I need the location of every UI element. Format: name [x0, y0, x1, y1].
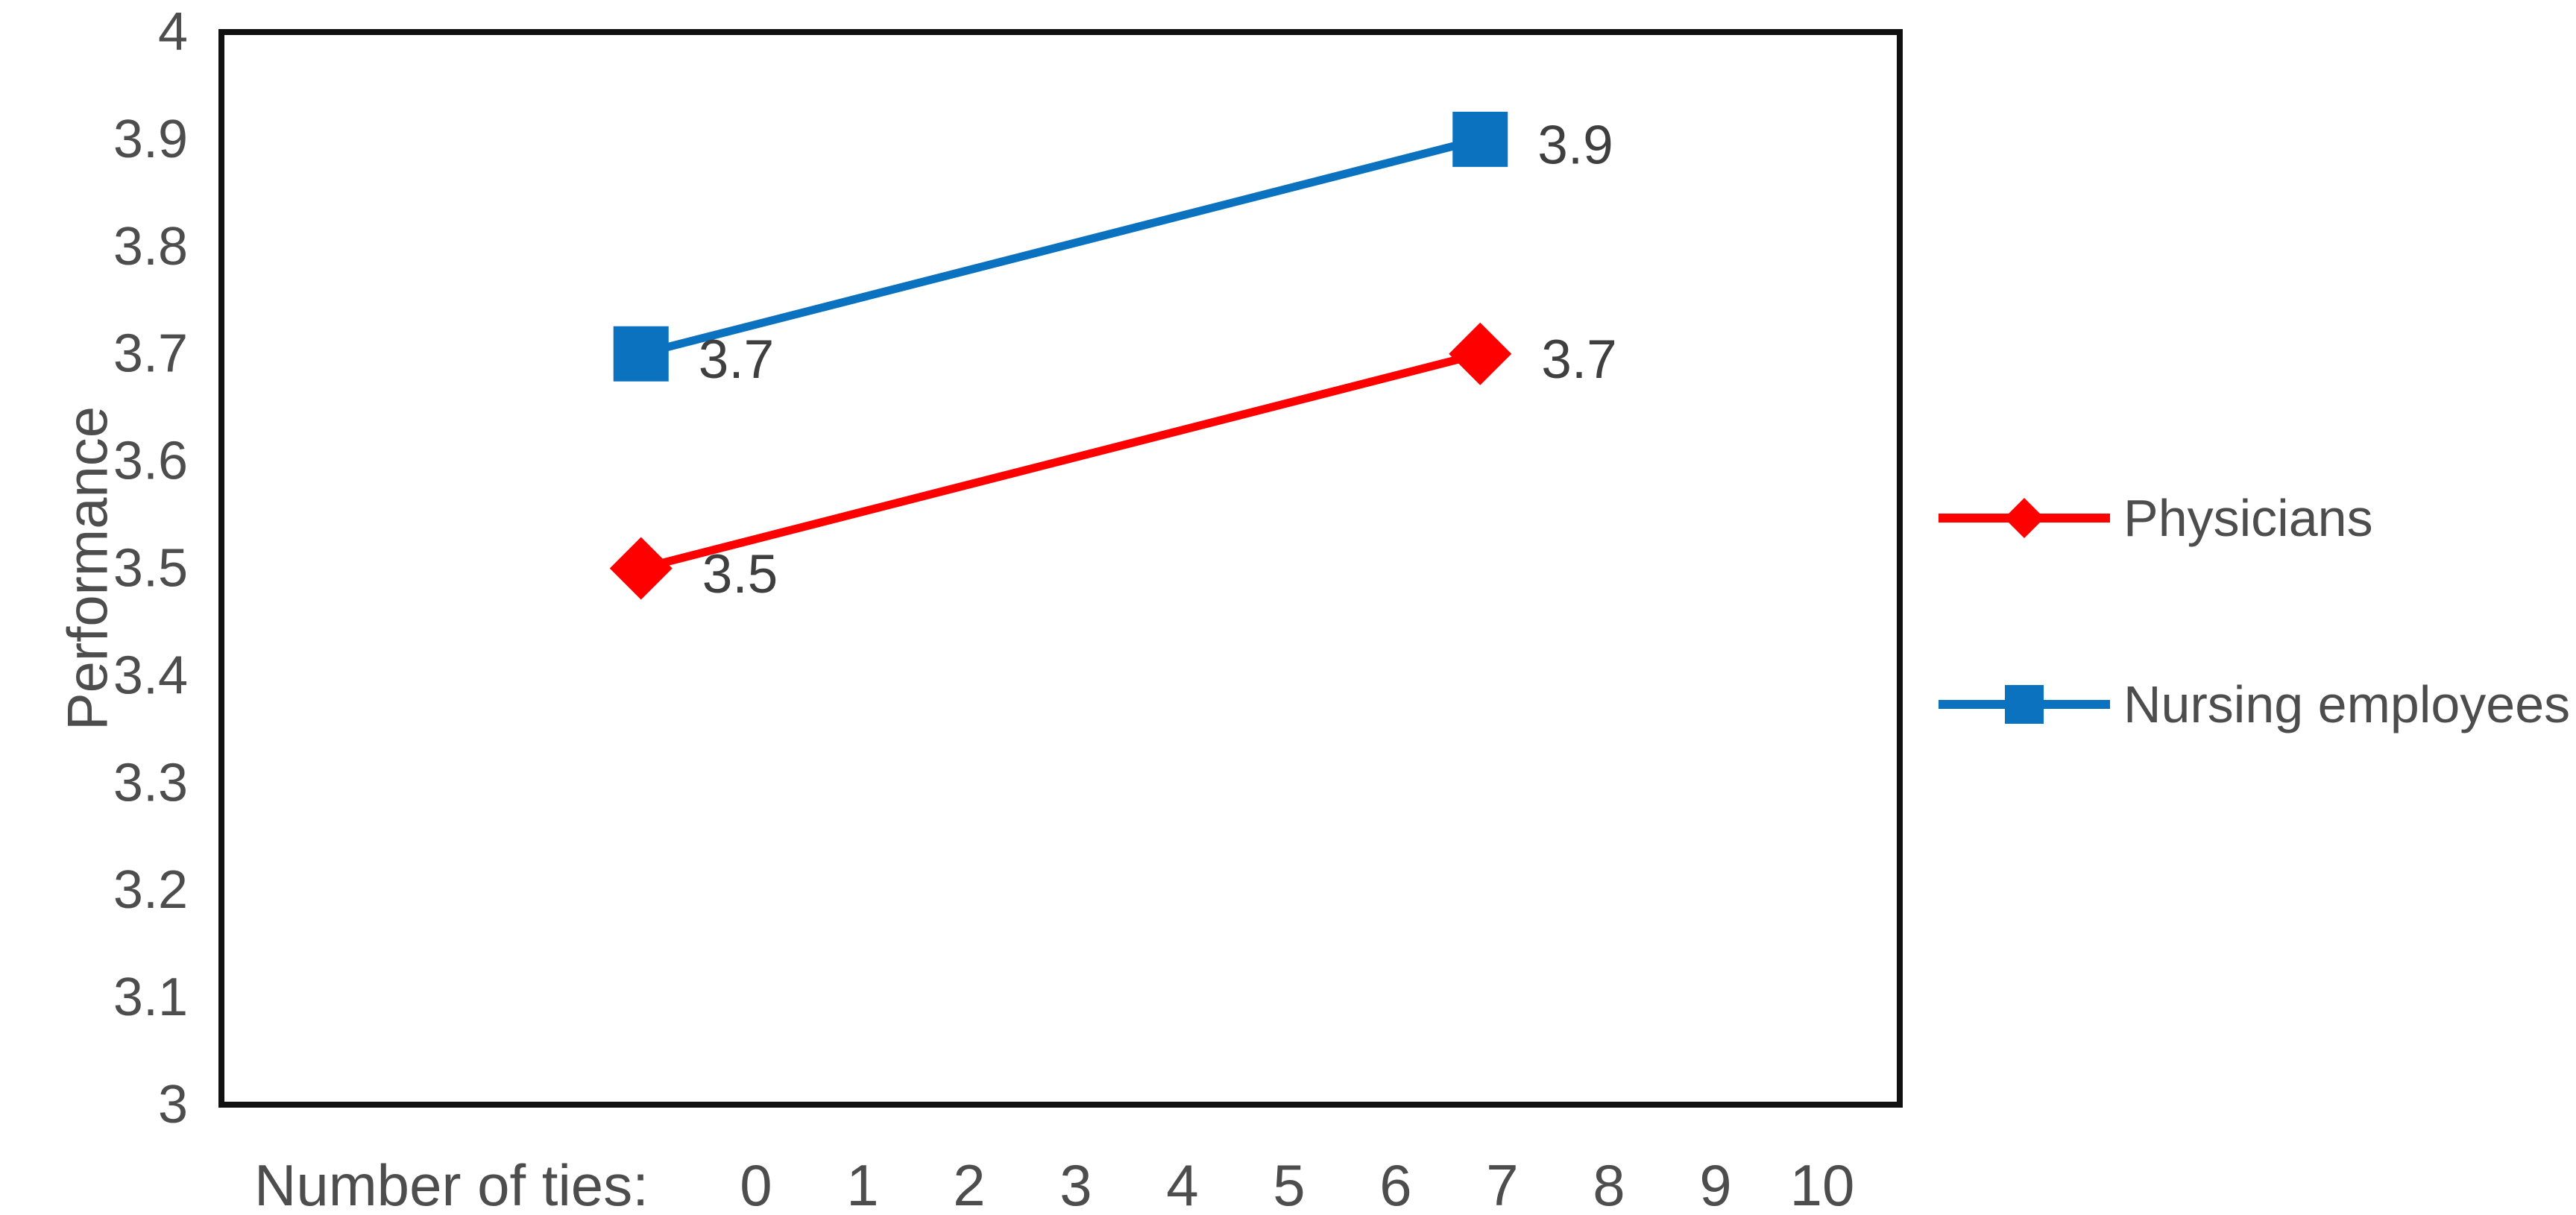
y-tick-label: 4	[158, 2, 188, 62]
data-label: 3.7	[1541, 329, 1616, 390]
x-tick-label: 4	[1166, 1152, 1198, 1215]
x-tick-label: 10	[1790, 1152, 1855, 1215]
plot-area	[218, 29, 1903, 1108]
x-tick-label: 9	[1699, 1152, 1731, 1215]
legend-label: Nursing employees	[2123, 675, 2570, 733]
series-line-physicians	[640, 350, 1481, 572]
x-tick-label: 7	[1486, 1152, 1518, 1215]
legend-square-icon	[2005, 685, 2044, 724]
diamond-marker-physicians	[1449, 322, 1512, 385]
y-tick-label: 3.2	[113, 860, 188, 920]
y-tick-label: 3.7	[113, 324, 188, 384]
legend-label: Physicians	[2123, 489, 2373, 547]
series-line-nursing-employees	[640, 135, 1481, 359]
y-tick-label: 3.6	[113, 432, 188, 491]
diamond-marker-physicians	[609, 537, 673, 600]
x-tick-label: 1	[846, 1152, 878, 1215]
legend-diamond-icon	[2004, 498, 2044, 538]
x-tick-label: 6	[1379, 1152, 1411, 1215]
x-tick-label: 5	[1273, 1152, 1305, 1215]
y-tick-label: 3.5	[113, 539, 188, 599]
x-axis-label: Number of ties:	[254, 1152, 649, 1215]
square-marker-nursing-employees	[1452, 111, 1508, 167]
y-axis-title: Performance	[57, 406, 120, 730]
data-label: 3.5	[702, 544, 778, 605]
y-tick-label: 3.4	[113, 646, 188, 705]
square-marker-nursing-employees	[613, 326, 669, 382]
x-tick-label: 8	[1593, 1152, 1625, 1215]
x-tick-label: 2	[953, 1152, 985, 1215]
data-label: 3.7	[699, 329, 774, 390]
data-label: 3.9	[1537, 115, 1613, 175]
y-tick-label: 3.1	[113, 968, 188, 1027]
x-tick-label: 3	[1059, 1152, 1092, 1215]
y-tick-label: 3	[158, 1075, 188, 1134]
y-tick-label: 3.9	[113, 110, 188, 169]
y-tick-label: 3.8	[113, 217, 188, 277]
y-tick-label: 3.3	[113, 753, 188, 812]
x-tick-label: 0	[740, 1152, 772, 1215]
